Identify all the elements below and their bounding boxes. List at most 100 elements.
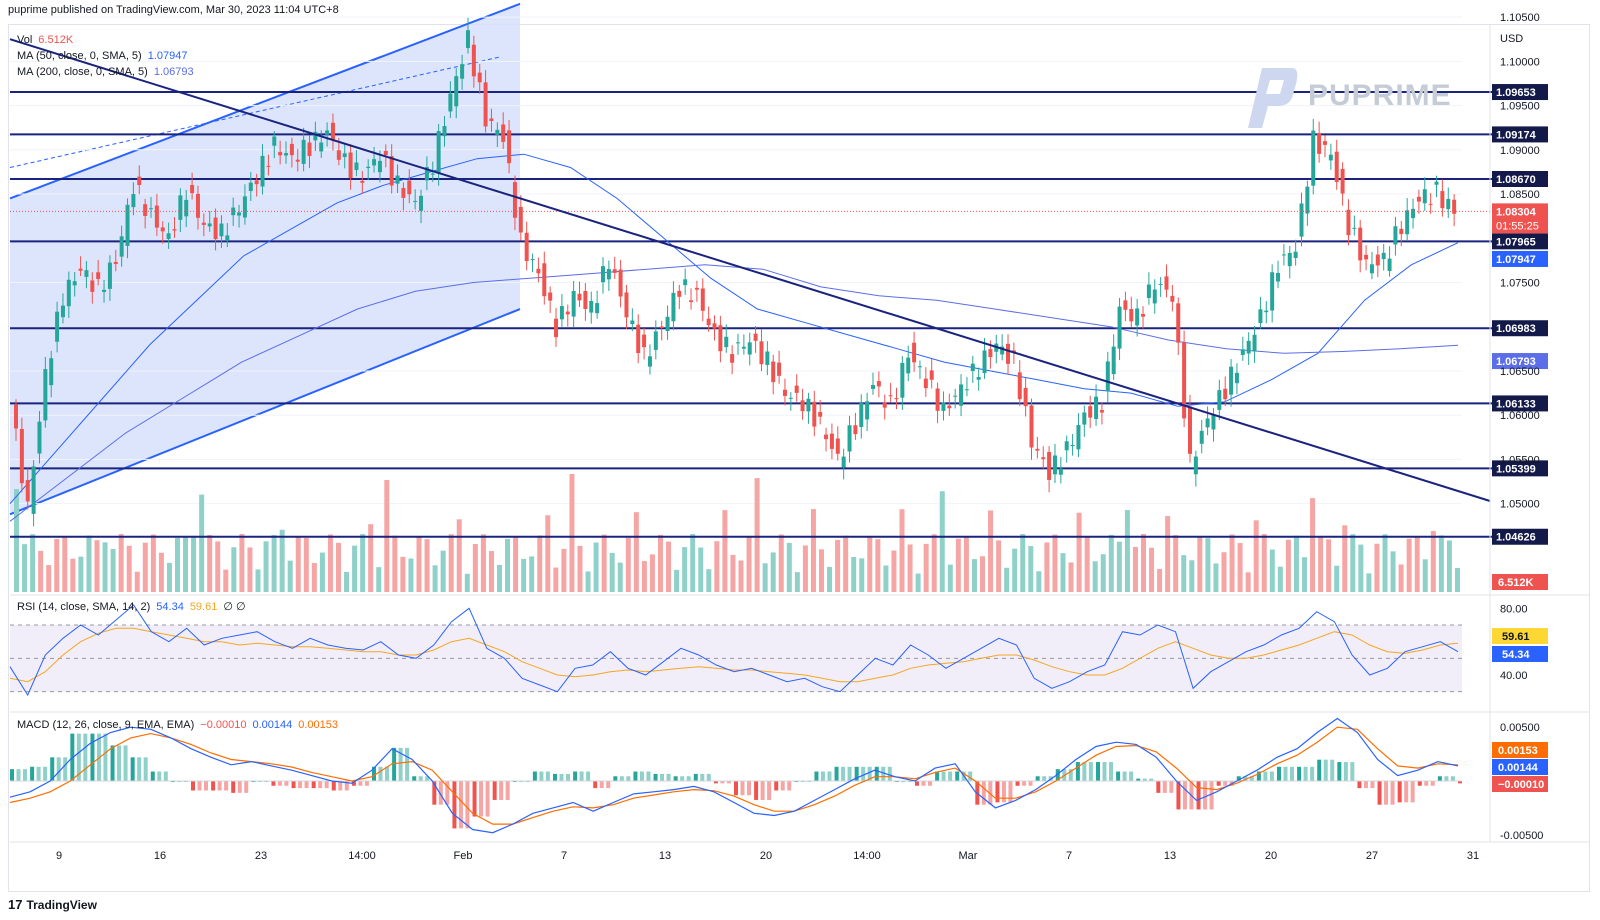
volume-bar — [352, 545, 358, 592]
macd-histogram-bar — [1096, 762, 1100, 781]
volume-bar — [754, 478, 760, 592]
candle-body — [542, 263, 547, 297]
volume-bar — [207, 534, 213, 592]
macd-histogram-bar — [1337, 762, 1342, 781]
macd-histogram-bar — [780, 781, 785, 791]
volume-bar — [1100, 554, 1106, 592]
macd-histogram-bar — [686, 776, 691, 781]
candle-body — [272, 136, 277, 146]
volume-bar — [778, 534, 784, 592]
candle-body — [190, 184, 195, 194]
macd-histogram-bar — [143, 757, 148, 781]
level-tag — [1492, 126, 1548, 143]
price-tick-label: 1.10500 — [1500, 12, 1540, 24]
macd-histogram-bar — [372, 766, 376, 781]
candle-body — [295, 159, 300, 162]
volume-bar — [70, 558, 76, 592]
macd-histogram-bar — [137, 757, 142, 781]
candle-body — [1099, 410, 1104, 413]
macd-histogram-bar — [1203, 781, 1208, 810]
candle-body — [90, 280, 95, 292]
candle-body — [876, 381, 881, 387]
candle-body — [665, 316, 670, 331]
candle-body — [1094, 396, 1099, 419]
candle-body — [113, 261, 118, 264]
volume-bar — [1036, 571, 1042, 592]
candle-body — [78, 268, 83, 271]
macd-histogram-bar — [1277, 766, 1281, 781]
macd-histogram-bar — [1142, 778, 1147, 781]
volume-bar — [1382, 534, 1388, 592]
macd-histogram-bar — [291, 781, 296, 789]
candle-body — [1070, 444, 1075, 447]
volume-bar — [255, 569, 261, 592]
volume-bar — [883, 565, 889, 592]
level-tag-label: 1.06133 — [1496, 398, 1536, 410]
volume-bar — [625, 537, 631, 592]
level-tag — [1492, 460, 1548, 477]
volume-bar — [1374, 543, 1380, 592]
candle-body — [401, 187, 406, 198]
volume-bar — [835, 539, 841, 592]
volume-bar — [376, 567, 382, 592]
level-tag-label: 1.06983 — [1496, 323, 1536, 335]
candle-body — [1387, 258, 1392, 271]
price-tick-label: 1.09500 — [1500, 101, 1540, 113]
volume-bar — [1028, 546, 1034, 592]
volume-bar — [1108, 534, 1114, 592]
candle-body — [37, 421, 42, 454]
volume-bar — [1229, 534, 1235, 592]
candle-body — [1364, 254, 1369, 260]
candle-body — [923, 378, 928, 389]
macd-histogram-bar — [378, 766, 383, 781]
candle-body — [495, 129, 500, 135]
time-tick-label: Feb — [454, 850, 473, 862]
macd-histogram-bar — [63, 757, 68, 781]
macd-histogram-bar — [1357, 781, 1362, 789]
macd-histogram-bar — [1216, 781, 1221, 786]
macd-histogram-bar — [1410, 781, 1415, 803]
macd-histogram-bar — [1424, 781, 1429, 786]
candle-body — [1299, 203, 1304, 237]
candle-body — [1428, 203, 1433, 205]
candle-body — [372, 159, 377, 166]
volume-bar — [569, 474, 575, 592]
candle-body — [395, 175, 400, 184]
macd-histogram-bar — [1310, 766, 1315, 781]
macd-histogram-bar — [1263, 771, 1268, 781]
volume-bar — [1398, 564, 1404, 592]
volume-bar — [505, 538, 511, 592]
candle-body — [231, 207, 236, 216]
volume-bar — [94, 540, 100, 592]
macd-histogram-bar — [593, 781, 598, 789]
macd-histogram-bar — [1176, 781, 1181, 810]
volume-bars — [14, 474, 1460, 592]
price-tick-label: 1.06000 — [1500, 410, 1540, 422]
macd-tick-label: 0.00500 — [1500, 722, 1540, 734]
candle-body — [1276, 272, 1281, 282]
price-tick-label: 1.09000 — [1500, 145, 1540, 157]
macd-histogram-bar — [1109, 762, 1113, 781]
candle-body — [107, 262, 112, 289]
macd-histogram-bar — [606, 781, 611, 789]
ma200-legend-label: MA (200, close, 0, SMA, 5) — [17, 66, 148, 78]
volume-bar — [456, 519, 462, 592]
macd-histogram-bar — [311, 781, 316, 789]
volume-bar — [810, 509, 816, 592]
candle-body — [501, 124, 506, 142]
candle-body — [1305, 186, 1310, 214]
candle-body — [219, 223, 224, 237]
volume-bar — [1132, 546, 1138, 592]
candle-body — [524, 232, 529, 261]
volume-bar — [1261, 534, 1267, 592]
candle-body — [137, 176, 142, 186]
macd-histogram-bar — [56, 757, 61, 781]
volume-bar — [1052, 534, 1058, 592]
macd-histogram-bar — [244, 781, 249, 793]
candle-body — [31, 466, 36, 514]
volume-bar — [1277, 566, 1283, 592]
candle-body — [248, 182, 253, 191]
volume-bar — [1141, 534, 1146, 592]
candle-body — [600, 266, 605, 283]
